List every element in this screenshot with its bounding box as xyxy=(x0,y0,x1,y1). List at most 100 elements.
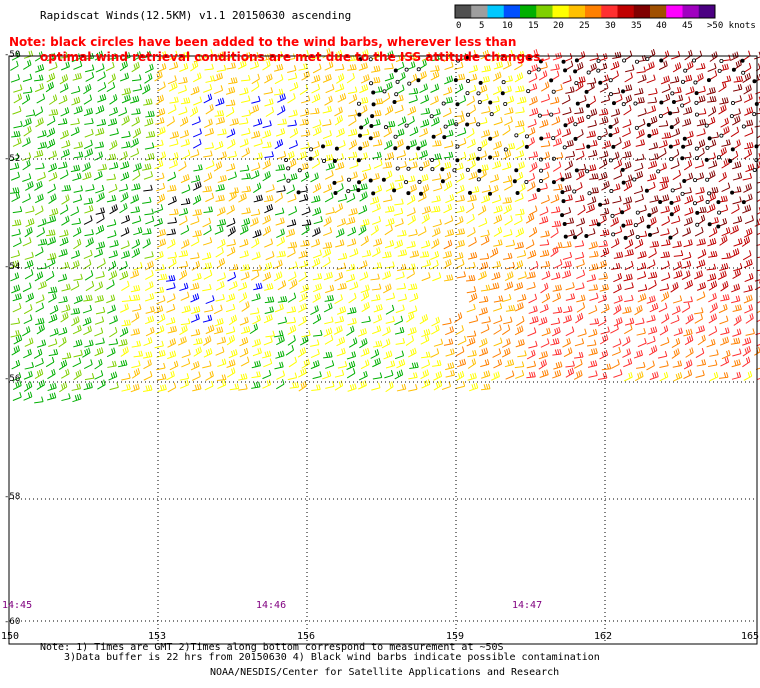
wind-barb xyxy=(322,119,332,127)
wind-barb xyxy=(492,71,502,82)
wind-barb xyxy=(647,271,658,279)
wind-barb xyxy=(322,248,332,258)
wind-barb xyxy=(406,268,415,279)
wind-barb xyxy=(23,348,32,359)
quality-circle xyxy=(358,57,363,62)
wind-barb xyxy=(587,360,598,368)
wind-barb xyxy=(312,183,322,194)
wind-barb xyxy=(73,273,83,281)
wind-barb xyxy=(502,125,511,136)
wind-barb xyxy=(118,359,128,368)
quality-circle xyxy=(584,233,589,238)
wind-barb xyxy=(637,108,647,117)
wind-barb xyxy=(24,361,34,370)
quality-circle xyxy=(440,179,445,184)
lon-label-165: 165 xyxy=(741,631,760,642)
wind-barb xyxy=(706,338,716,348)
wind-barb xyxy=(107,73,116,85)
wind-barb xyxy=(381,92,391,104)
wind-barb xyxy=(204,305,214,313)
wind-barb xyxy=(565,326,575,337)
wind-barb xyxy=(109,239,119,248)
wind-barb xyxy=(287,65,297,74)
lat-label-58: -58 xyxy=(4,492,21,502)
quality-circle xyxy=(586,103,591,108)
wind-barb xyxy=(636,361,646,369)
wind-barb xyxy=(238,383,248,391)
wind-barb xyxy=(613,272,623,283)
wind-barb xyxy=(443,338,454,346)
quality-circle xyxy=(608,133,613,138)
wind-barb xyxy=(634,162,644,172)
wind-barb xyxy=(36,379,45,390)
wind-barb xyxy=(82,162,91,172)
colorbar-swatch xyxy=(455,5,472,18)
wind-barb xyxy=(430,83,440,93)
wind-barb xyxy=(169,208,179,216)
wind-barb xyxy=(131,248,141,259)
wind-barb xyxy=(610,323,619,334)
wind-barb xyxy=(681,270,691,280)
wind-barb xyxy=(49,328,59,337)
wind-barb xyxy=(360,235,369,247)
wind-barb xyxy=(72,72,82,81)
wind-barb xyxy=(72,172,82,181)
wind-barb xyxy=(369,196,380,205)
quality-circle xyxy=(536,188,541,193)
wind-barb xyxy=(385,292,396,301)
wind-barb xyxy=(131,116,140,127)
quality-circle xyxy=(584,89,589,94)
wind-barb xyxy=(169,61,179,71)
wind-barb xyxy=(493,295,504,303)
wind-barb xyxy=(658,120,669,128)
wind-barb xyxy=(671,348,680,359)
wind-barb xyxy=(660,228,670,236)
wind-barb xyxy=(612,338,622,348)
wind-barb xyxy=(731,283,741,293)
wind-barb xyxy=(94,347,104,357)
wind-barb xyxy=(22,173,32,182)
quality-circle xyxy=(514,133,519,138)
wind-barb xyxy=(239,316,249,326)
quality-circle xyxy=(539,179,544,184)
wind-barb xyxy=(22,117,32,128)
quality-circle xyxy=(526,89,531,94)
wind-barb xyxy=(659,283,670,291)
quality-circle xyxy=(549,112,554,117)
wind-barb xyxy=(589,318,600,325)
wind-barb xyxy=(346,72,355,84)
wind-barb xyxy=(441,381,452,391)
wind-barb xyxy=(203,172,213,183)
wind-barb xyxy=(35,64,45,73)
wind-barb xyxy=(299,260,309,268)
wind-barb xyxy=(613,159,623,170)
wind-barb xyxy=(742,250,752,261)
map-title: Rapidscat Winds(12.5KM) v1.1 20150630 as… xyxy=(40,9,352,22)
wind-barb xyxy=(11,130,21,138)
wind-barb xyxy=(491,260,502,269)
wind-barb xyxy=(646,74,656,84)
wind-barb xyxy=(372,357,381,368)
wind-barb xyxy=(205,75,215,83)
quality-circle xyxy=(598,80,603,85)
wind-barb xyxy=(181,184,191,194)
quality-circle xyxy=(635,210,640,215)
quality-circle xyxy=(356,188,361,193)
wind-barb xyxy=(397,116,407,127)
wind-barb xyxy=(371,203,381,213)
wind-barb xyxy=(624,294,634,303)
wind-barb xyxy=(145,326,155,337)
quality-circle xyxy=(466,112,471,117)
wind-barb xyxy=(178,269,188,281)
wind-barb xyxy=(515,140,525,151)
wind-barb xyxy=(22,282,32,293)
wind-barb xyxy=(119,202,128,214)
wind-barb xyxy=(10,260,20,269)
wind-barb xyxy=(228,191,237,202)
wind-barb xyxy=(755,332,760,336)
quality-circle xyxy=(740,58,745,63)
wind-barb xyxy=(205,295,215,305)
wind-barb xyxy=(334,203,344,214)
wind-barb xyxy=(179,116,189,127)
wind-barb xyxy=(313,329,323,337)
